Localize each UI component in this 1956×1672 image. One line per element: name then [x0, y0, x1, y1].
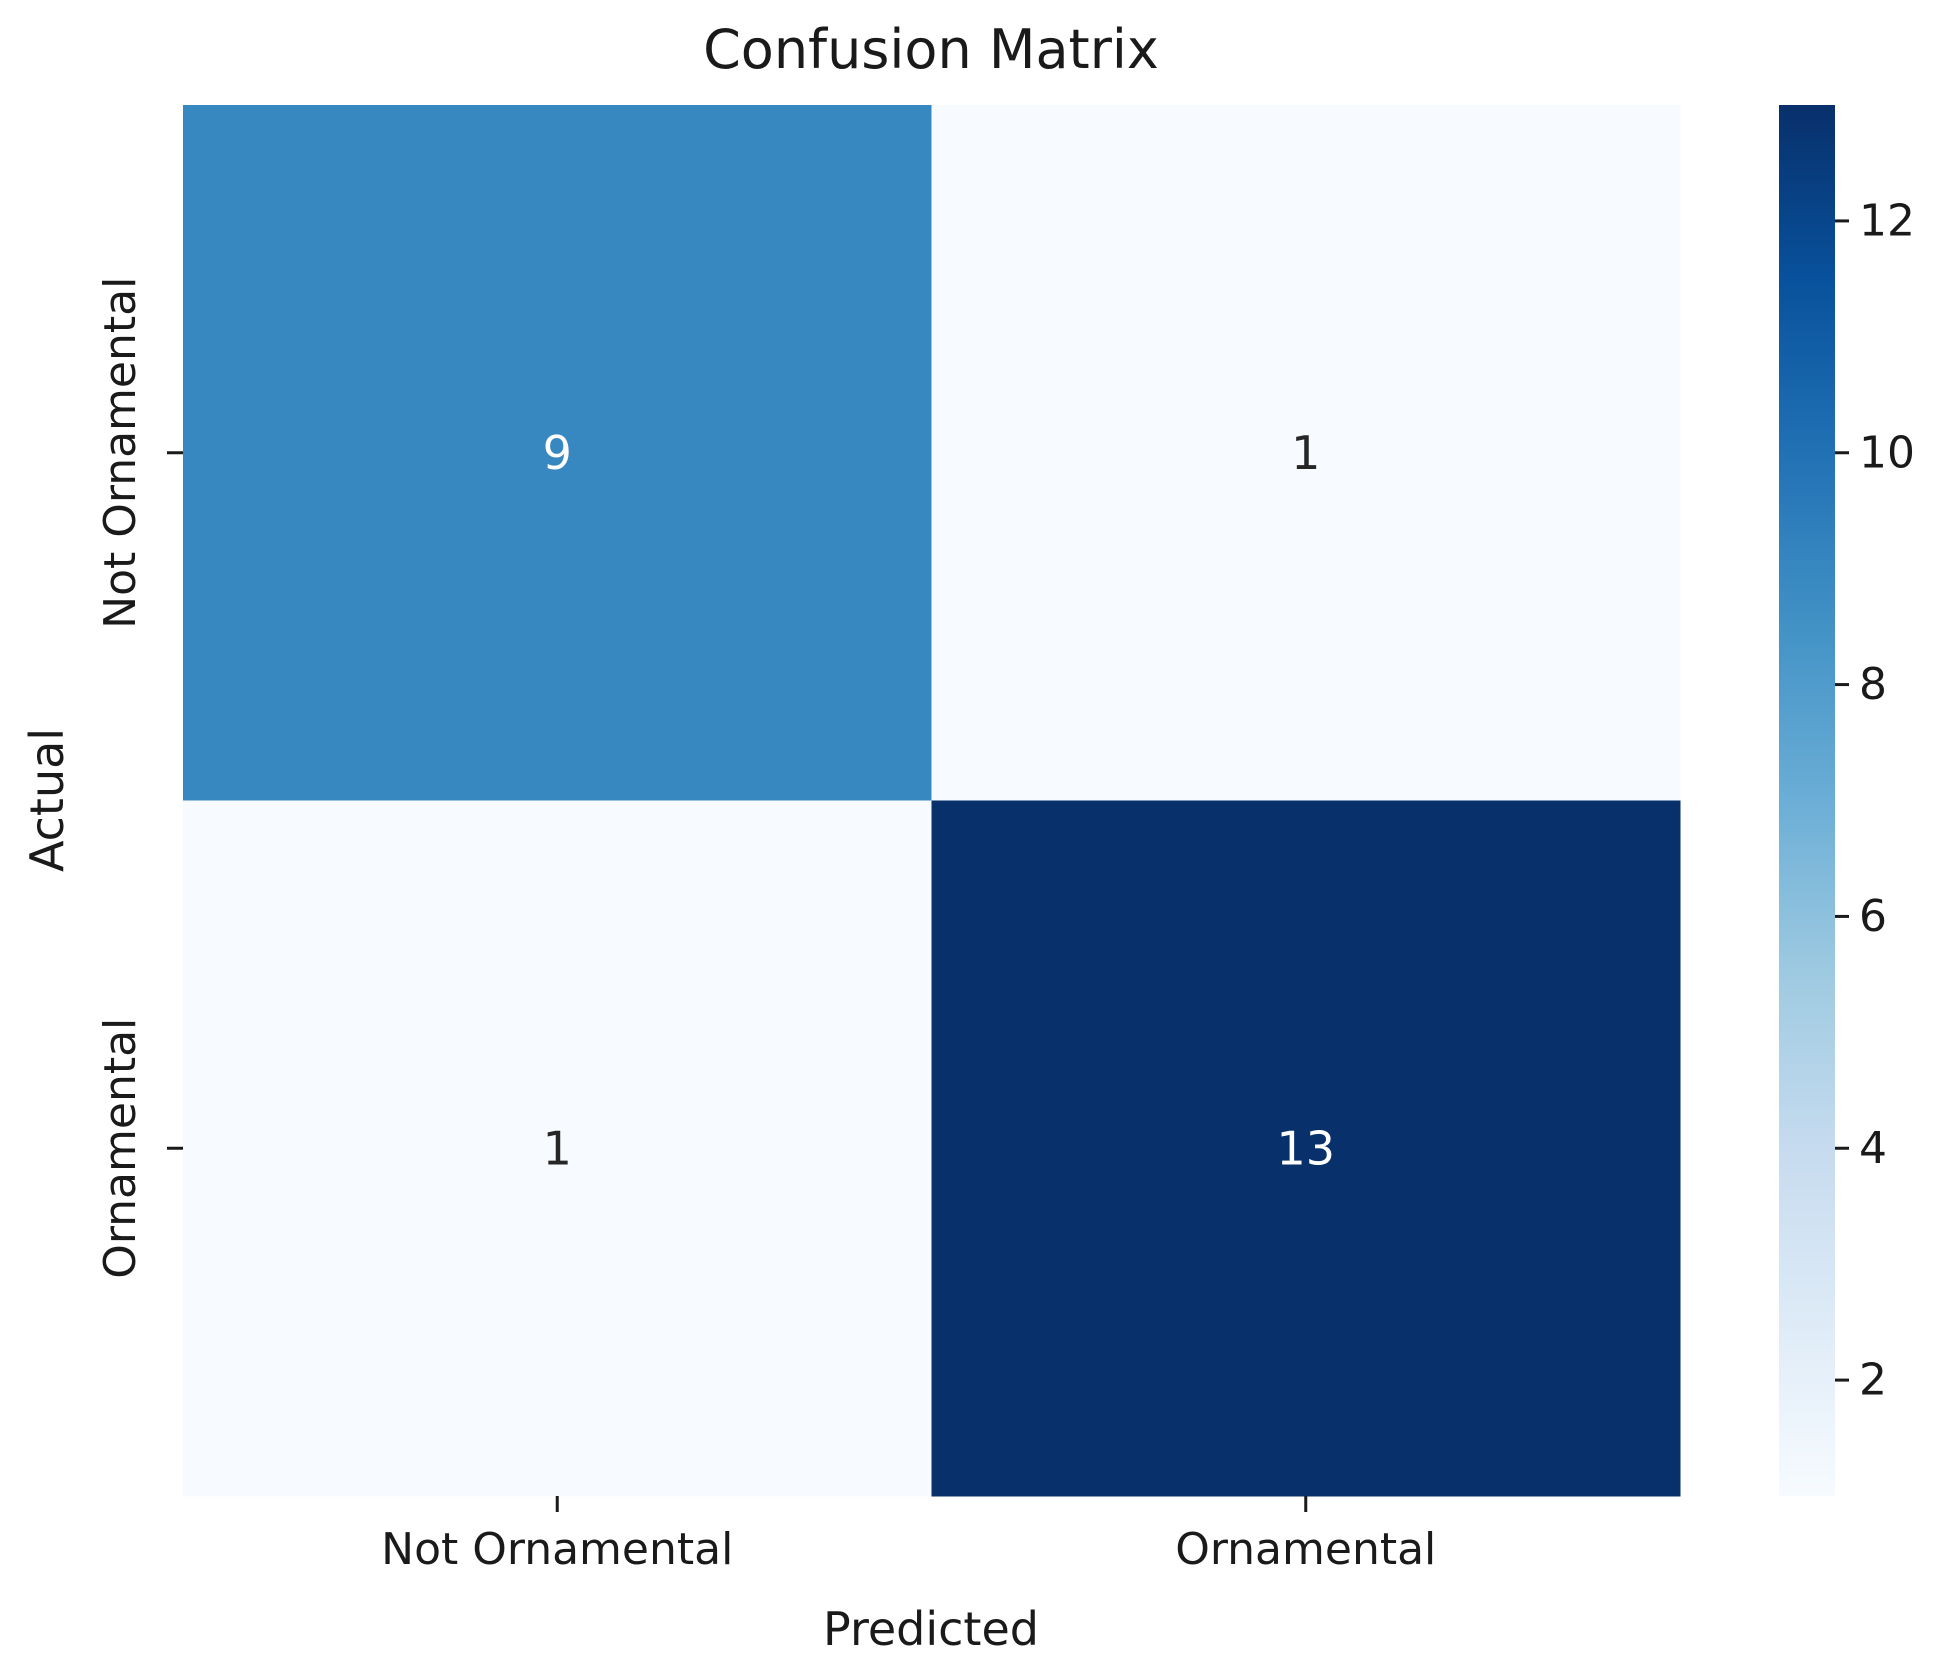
heatmap-cell [183, 800, 932, 1497]
colorbar-tick-label: 8 [1859, 659, 1887, 710]
heatmap-cells [183, 105, 1681, 1497]
cell-value-label: 1 [1291, 426, 1320, 480]
y-tick-label: Ornamental [95, 1018, 146, 1279]
colorbar-tick-label: 12 [1859, 195, 1915, 246]
chart-title: Confusion Matrix [703, 18, 1159, 81]
cell-value-label: 13 [1276, 1121, 1335, 1175]
x-axis-label: Predicted [823, 1602, 1039, 1656]
heatmap-cell [931, 800, 1681, 1497]
colorbar-ticks: 2 4 6 8 10 12 [1835, 195, 1915, 1406]
y-axis-label: Actual [20, 728, 74, 872]
colorbar-tick-label: 10 [1859, 427, 1915, 478]
cell-labels: 9 11 13 [543, 426, 1335, 1176]
x-tick-label: Ornamental [1175, 1524, 1436, 1575]
x-axis-ticks: Not Ornamental Ornamental [381, 1496, 1436, 1575]
heatmap-cell [931, 105, 1681, 801]
colorbar-tick-label: 2 [1859, 1355, 1887, 1406]
cell-value-label: 9 [543, 426, 572, 480]
y-axis-ticks: Not Ornamental Ornamental [95, 277, 183, 1279]
cell-value-label: 1 [543, 1121, 572, 1175]
colorbar-tick-label: 4 [1859, 1123, 1887, 1174]
colorbar [1779, 105, 1835, 1496]
y-tick-label: Not Ornamental [95, 277, 146, 629]
x-tick-label: Not Ornamental [381, 1524, 733, 1575]
heatmap-cell [183, 105, 932, 801]
colorbar-tick-label: 6 [1859, 891, 1887, 942]
